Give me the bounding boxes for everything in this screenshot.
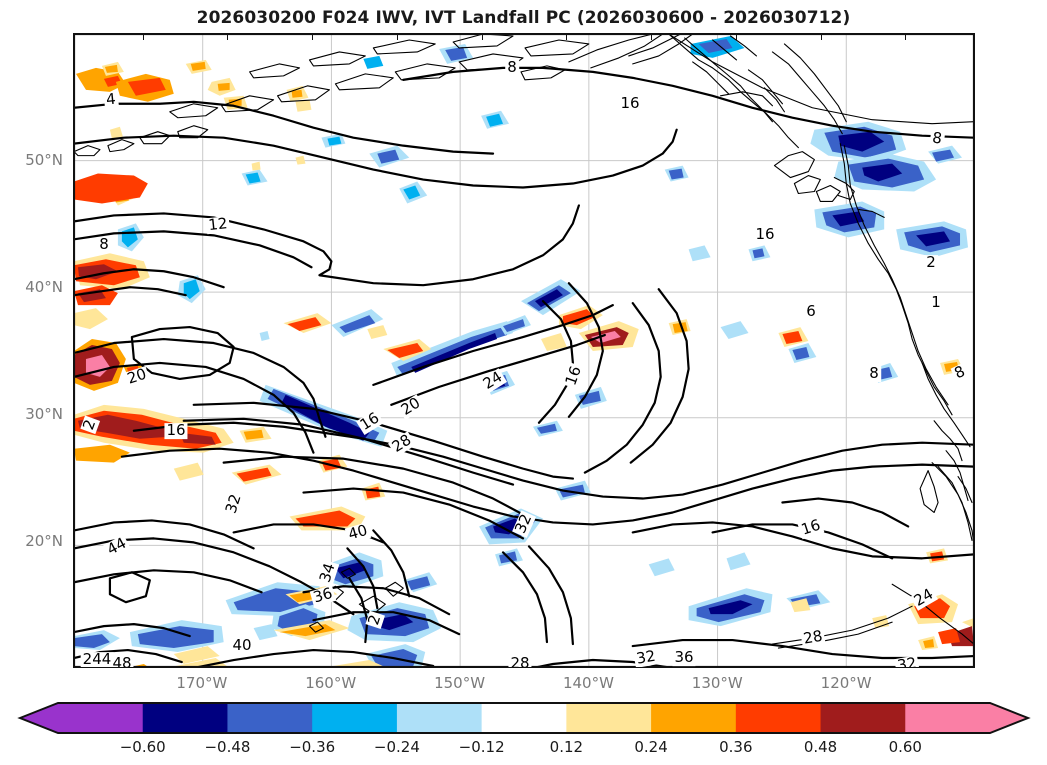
colorbar-tick: [227, 33, 229, 40]
map-canvas: [74, 34, 974, 667]
contour-label: 28: [508, 655, 532, 667]
colorbar-tick-label: 0.48: [803, 738, 838, 756]
lon-tick-label: 170°W: [176, 674, 228, 692]
colorbar[interactable]: [0, 700, 1047, 765]
colorbar-tick: [142, 33, 144, 40]
lon-tick-label: 140°W: [562, 674, 614, 692]
contour-label: 1: [929, 293, 943, 312]
page-title: 2026030200 F024 IWV, IVT Landfall PC (20…: [196, 8, 851, 28]
colorbar-swatch: [651, 703, 737, 733]
contour-label: 36: [672, 648, 696, 667]
colorbar-tick: [396, 33, 398, 40]
colorbar-tick: [905, 33, 907, 40]
iwv-contours: [74, 66, 974, 667]
colorbar-tick-label: −0.24: [373, 738, 420, 756]
colorbar-tick-label: 0.60: [888, 738, 922, 756]
colorbar-tick: [481, 33, 483, 40]
colorbar-tick-label: 0.12: [549, 738, 584, 756]
lat-tick-label: 30°N: [25, 405, 63, 423]
lon-tick-label: 130°W: [691, 674, 743, 692]
colorbar-tick-label: −0.48: [204, 738, 251, 756]
contour-label: 8: [867, 364, 881, 383]
contour-label: 4: [103, 89, 119, 109]
colorbar-swatch: [396, 703, 483, 733]
lon-tick-label: 150°W: [434, 674, 486, 692]
colorbar-outline: [17, 702, 1031, 734]
map-plot-area: 4 8 16 8 12 8 16 2 1 6 20 8 8 16 2 16 16 20 24 28 32 16 32 40 44…: [73, 33, 975, 668]
lon-tick-label: 120°W: [820, 674, 872, 692]
colorbar-swatch: [312, 703, 398, 733]
contour-label: 16: [753, 225, 777, 244]
colorbar-swatch: [227, 703, 313, 733]
coastlines: [74, 34, 974, 649]
colorbar-tick-label: 0.36: [719, 738, 753, 756]
contour-label: 32: [894, 654, 920, 667]
colorbar-swatch: [481, 703, 567, 733]
contour-label: 8: [929, 128, 945, 148]
lat-tick-label: 50°N: [25, 151, 63, 169]
colorbar-tick-label: −0.12: [458, 738, 505, 756]
contour-label: 48: [110, 655, 134, 667]
contour-label: 8: [505, 58, 519, 77]
lat-tick-label: 20°N: [25, 532, 63, 550]
contour-label: 6: [804, 302, 818, 321]
colorbar-tick: [820, 33, 822, 40]
lat-tick-label: 40°N: [25, 278, 63, 296]
colorbar-swatch: [905, 703, 991, 733]
colorbar-swatches: [17, 702, 1031, 734]
lon-tick-label: 160°W: [305, 674, 357, 692]
colorbar-tick-label: 0.24: [634, 738, 668, 756]
colorbar-swatch: [566, 703, 652, 733]
contour-label: 16: [164, 421, 188, 440]
contour-label: 2: [924, 253, 938, 272]
colorbar-swatch: [820, 703, 906, 733]
colorbar-tick: [312, 33, 314, 40]
contour-label: 16: [618, 94, 642, 113]
colorbar-tick: [651, 33, 653, 40]
contour-label: 244: [80, 650, 114, 668]
colorbar-swatch: [58, 703, 144, 733]
colorbar-tick-label: −0.60: [119, 738, 166, 756]
colorbar-swatch: [142, 703, 229, 733]
colorbar-tick-label: −0.36: [289, 738, 336, 756]
contour-label: 12: [205, 214, 231, 235]
colorbar-swatch: [735, 703, 822, 733]
colorbar-tick: [566, 33, 568, 40]
contour-label: 40: [230, 636, 254, 655]
colorbar-extend-arrow: [20, 703, 58, 733]
colorbar-tick: [735, 33, 737, 40]
contour-label: 8: [97, 235, 111, 254]
colorbar-extend-arrow: [990, 703, 1028, 733]
